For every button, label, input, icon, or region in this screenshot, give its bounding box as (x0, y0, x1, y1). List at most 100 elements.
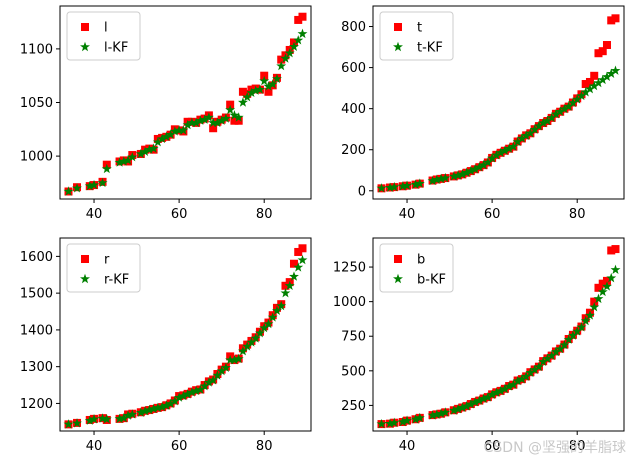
data-point (546, 350, 557, 361)
legend-label: r-KF (104, 273, 129, 288)
data-point (546, 112, 557, 123)
data-point (182, 389, 193, 399)
y-tick-label: 400 (341, 102, 366, 117)
data-point (178, 125, 189, 135)
data-point (212, 370, 223, 380)
legend-marker (81, 255, 89, 263)
data-point (203, 377, 214, 387)
legend: t t-KF (379, 11, 454, 61)
data-point (123, 410, 134, 420)
data-point (148, 143, 159, 153)
data-point (294, 247, 303, 256)
subplot-3: 40 60 80 1200 1300 1400 1500 1600 r r-KF (20, 237, 312, 454)
y-tick-label: 1050 (20, 96, 53, 111)
data-point (457, 402, 468, 412)
data-point (581, 80, 590, 89)
data-point (602, 281, 612, 291)
data-point (385, 182, 395, 192)
legend-label: l-KF (104, 41, 128, 56)
data-point (276, 60, 287, 71)
data-point (602, 276, 611, 285)
legend-marker (393, 41, 403, 52)
data-point (436, 408, 447, 418)
data-point (220, 113, 231, 123)
data-point (169, 396, 180, 406)
y-tick-label: 1250 (333, 261, 366, 276)
data-point (590, 297, 599, 306)
y-tick-label: 1100 (20, 42, 53, 57)
x-tick-label: 80 (256, 207, 273, 222)
legend-marker (80, 273, 90, 284)
y-tick-label: 1000 (20, 150, 53, 165)
data-point (589, 80, 600, 91)
data-point (598, 47, 607, 56)
x-tick-label: 80 (569, 207, 586, 222)
axes-frame (59, 237, 312, 432)
data-point (250, 85, 261, 95)
data-point (298, 12, 307, 21)
data-point (461, 167, 472, 177)
data-point (611, 14, 620, 23)
data-point (267, 79, 278, 89)
series-r-KF (63, 254, 308, 429)
data-point (521, 130, 532, 140)
data-point (512, 136, 523, 147)
data-point (474, 161, 485, 172)
legend: l l-KF (66, 11, 141, 61)
data-point (376, 418, 387, 429)
data-point (101, 163, 112, 174)
data-point (250, 333, 261, 343)
data-point (225, 104, 236, 115)
data-point (220, 362, 231, 372)
x-tick-label: 40 (86, 207, 103, 222)
data-point (555, 106, 566, 116)
data-point (465, 399, 476, 409)
data-point (272, 73, 282, 84)
data-point (152, 136, 163, 147)
data-point (186, 387, 197, 397)
data-point (611, 245, 620, 254)
data-point (563, 334, 574, 344)
data-point (191, 117, 202, 128)
data-point (427, 410, 438, 420)
y-tick-label: 1400 (20, 323, 53, 338)
data-point (594, 49, 603, 58)
data-point (199, 380, 210, 391)
data-point (174, 392, 185, 402)
data-point (610, 65, 621, 75)
data-point (264, 87, 273, 96)
data-point (448, 171, 459, 181)
data-point (606, 68, 617, 78)
data-point (289, 259, 298, 268)
data-point (281, 281, 290, 290)
data-point (191, 385, 202, 396)
data-point (114, 413, 125, 424)
data-point (199, 114, 210, 124)
data-point (580, 315, 591, 326)
data-point (461, 401, 472, 411)
data-point (127, 409, 138, 419)
legend-marker (394, 255, 402, 263)
x-tick-label: 40 (86, 439, 103, 454)
data-point (284, 280, 295, 290)
data-point (376, 183, 387, 193)
data-point (610, 264, 621, 275)
data-point (276, 300, 287, 311)
x-tick-label: 60 (171, 439, 188, 454)
data-point (229, 354, 240, 365)
axes-frame (372, 5, 625, 200)
y-tick-label: 200 (341, 143, 366, 158)
subplot-1: 40 60 80 1000 1050 1100 l l-KF (20, 5, 312, 222)
data-point (272, 305, 282, 315)
data-point (140, 146, 151, 157)
data-point (178, 390, 189, 401)
data-point (284, 47, 295, 58)
legend-label: b (417, 253, 425, 268)
data-point (512, 375, 523, 386)
data-point (597, 74, 608, 85)
data-point (242, 91, 253, 102)
data-point (165, 398, 176, 408)
data-point (225, 354, 236, 365)
data-point (234, 116, 243, 125)
